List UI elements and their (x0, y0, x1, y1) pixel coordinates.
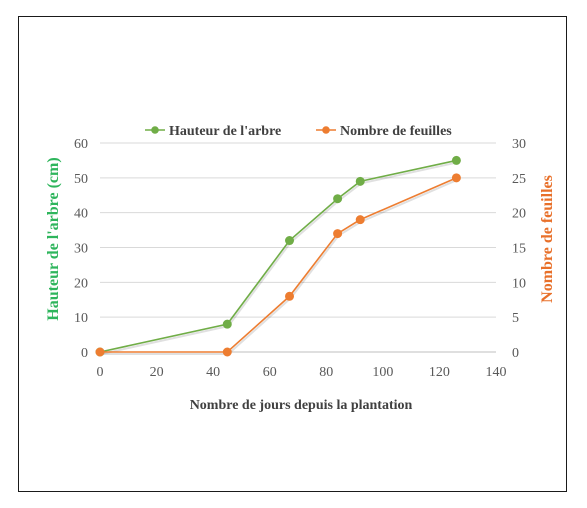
x-tick-label-4: 80 (319, 365, 333, 380)
left-tick-label-3: 30 (74, 242, 88, 257)
point-1-5 (451, 173, 461, 183)
left-tick-label-2: 20 (74, 276, 88, 291)
point-0-5 (451, 155, 461, 165)
left-tick-label-6: 60 (74, 137, 88, 152)
point-0-2 (285, 236, 295, 246)
legend: Hauteur de l'arbre Nombre de feuilles (145, 124, 452, 139)
series-group (95, 155, 461, 357)
left-axis-ticks: 0 10 20 30 40 50 60 (74, 137, 88, 361)
x-tick-label-0: 0 (97, 365, 104, 380)
series-shadow-1 (101, 178, 458, 355)
point-0-3 (333, 194, 343, 204)
right-tick-label-6: 30 (512, 137, 526, 152)
series-shadow-0 (100, 161, 458, 355)
x-tick-label-6: 120 (429, 365, 450, 380)
x-tick-label-5: 100 (372, 365, 393, 380)
x-tick-label-3: 60 (263, 365, 277, 380)
right-tick-label-5: 25 (512, 172, 526, 187)
x-axis-ticks: 0 20 40 60 80 100 120 140 (97, 365, 507, 380)
legend-label-hauteur: Hauteur de l'arbre (169, 124, 281, 139)
right-tick-label-0: 0 (512, 346, 519, 361)
x-tick-label-7: 140 (486, 365, 507, 380)
legend-swatch-marker-hauteur (151, 126, 159, 134)
left-tick-label-4: 40 (74, 207, 88, 222)
right-y-axis-label: Nombre de feuilles (539, 175, 556, 303)
point-1-4 (355, 215, 365, 225)
x-tick-label-1: 20 (150, 365, 164, 380)
gridlines (100, 142, 496, 318)
series-0 (95, 155, 461, 357)
right-tick-label-4: 20 (512, 207, 526, 222)
chart-frame (18, 16, 567, 492)
point-1-2 (285, 291, 295, 301)
point-1-3 (333, 229, 343, 239)
point-1-1 (222, 347, 232, 357)
legend-label-feuilles: Nombre de feuilles (340, 124, 452, 139)
left-tick-label-1: 10 (74, 311, 88, 326)
left-tick-label-5: 50 (74, 172, 88, 187)
point-1-0 (95, 347, 105, 357)
right-tick-label-2: 10 (512, 276, 526, 291)
series-line-0 (99, 159, 457, 353)
point-0-4 (355, 176, 365, 186)
legend-swatch-marker-feuilles (322, 126, 330, 134)
series-line-1 (100, 177, 457, 353)
left-y-axis-label: Hauteur de l'arbre (cm) (45, 157, 62, 320)
x-axis-label: Nombre de jours depuis la plantation (190, 398, 413, 413)
left-tick-label-0: 0 (81, 346, 88, 361)
right-axis-ticks: 0 5 10 15 20 25 30 (512, 137, 526, 361)
right-tick-label-1: 5 (512, 311, 519, 326)
x-tick-label-2: 40 (206, 365, 220, 380)
series-1 (95, 173, 461, 357)
right-tick-label-3: 15 (512, 242, 526, 257)
point-0-1 (222, 319, 232, 329)
